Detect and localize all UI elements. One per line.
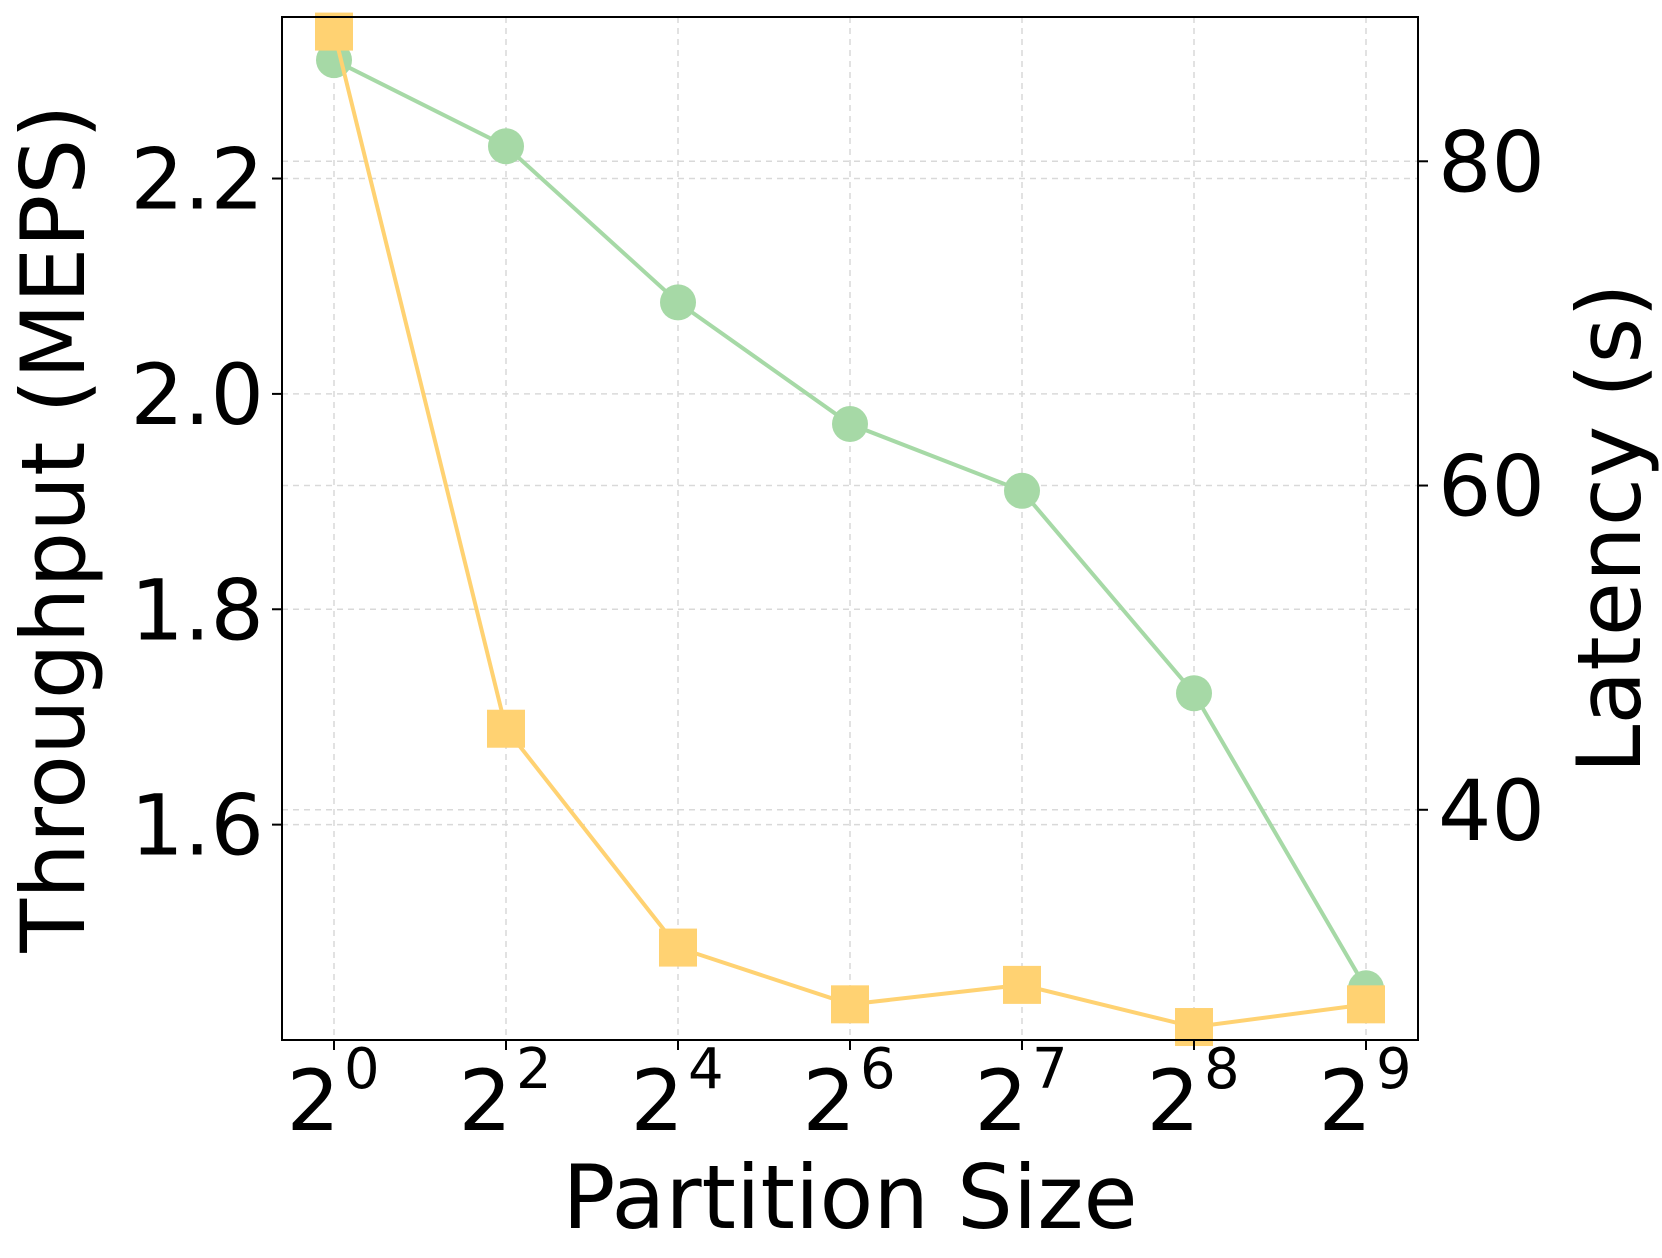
- series-0-point-1: [488, 128, 524, 165]
- x-tick-base-6: 2: [1319, 1052, 1372, 1150]
- x-tick-base-4: 2: [975, 1052, 1028, 1150]
- series-0-point-3: [832, 406, 868, 443]
- series-1-point-4: [1003, 965, 1041, 1004]
- y-left-tick-label-1: 1.8: [130, 561, 264, 659]
- x-tick-exponent-2: 4: [688, 1037, 724, 1102]
- x-tick-exponent-0: 0: [344, 1037, 380, 1102]
- y-right-tick-label-0: 40: [1438, 762, 1545, 860]
- y-axis-left-ticks: 1.6 1.8 2.0 2.2: [130, 131, 282, 875]
- x-tick-exponent-3: 6: [860, 1037, 896, 1102]
- series-1-point-6: [1347, 985, 1385, 1024]
- series-0-point-4: [1004, 472, 1040, 509]
- x-tick-base-5: 2: [1147, 1052, 1200, 1150]
- x-tick-base-0: 2: [287, 1052, 340, 1150]
- series-1-point-0: [315, 12, 353, 51]
- y-right-tick-label-2: 80: [1438, 113, 1545, 211]
- series-0-point-2: [660, 284, 696, 321]
- x-tick-exponent-5: 8: [1204, 1037, 1240, 1102]
- y-left-tick-label-3: 2.2: [130, 131, 264, 229]
- series-layer: [315, 12, 1385, 1047]
- y-left-tick-label-0: 1.6: [130, 777, 264, 875]
- x-tick-exponent-6: 9: [1376, 1037, 1412, 1102]
- y-axis-right-label: Latency (s): [1558, 283, 1661, 773]
- y-right-tick-label-1: 60: [1438, 438, 1545, 536]
- x-tick-exponent-4: 7: [1032, 1037, 1068, 1102]
- y-axis-left-label: Throughput (MEPS): [2, 104, 105, 953]
- grid-lines: [282, 17, 1418, 1040]
- x-axis-label: Partition Size: [562, 1146, 1137, 1249]
- x-tick-exponent-1: 2: [516, 1037, 552, 1102]
- series-1: [315, 12, 1385, 1047]
- x-tick-base-1: 2: [459, 1052, 512, 1150]
- series-1-point-1: [487, 709, 525, 748]
- y-left-tick-label-2: 2.0: [130, 346, 264, 444]
- series-1-point-3: [831, 985, 869, 1024]
- x-tick-base-3: 2: [803, 1052, 856, 1150]
- x-tick-base-2: 2: [631, 1052, 684, 1150]
- series-0-point-5: [1176, 675, 1212, 712]
- y-axis-right-ticks: 40 60 80: [1418, 113, 1545, 860]
- series-1-point-2: [659, 928, 697, 967]
